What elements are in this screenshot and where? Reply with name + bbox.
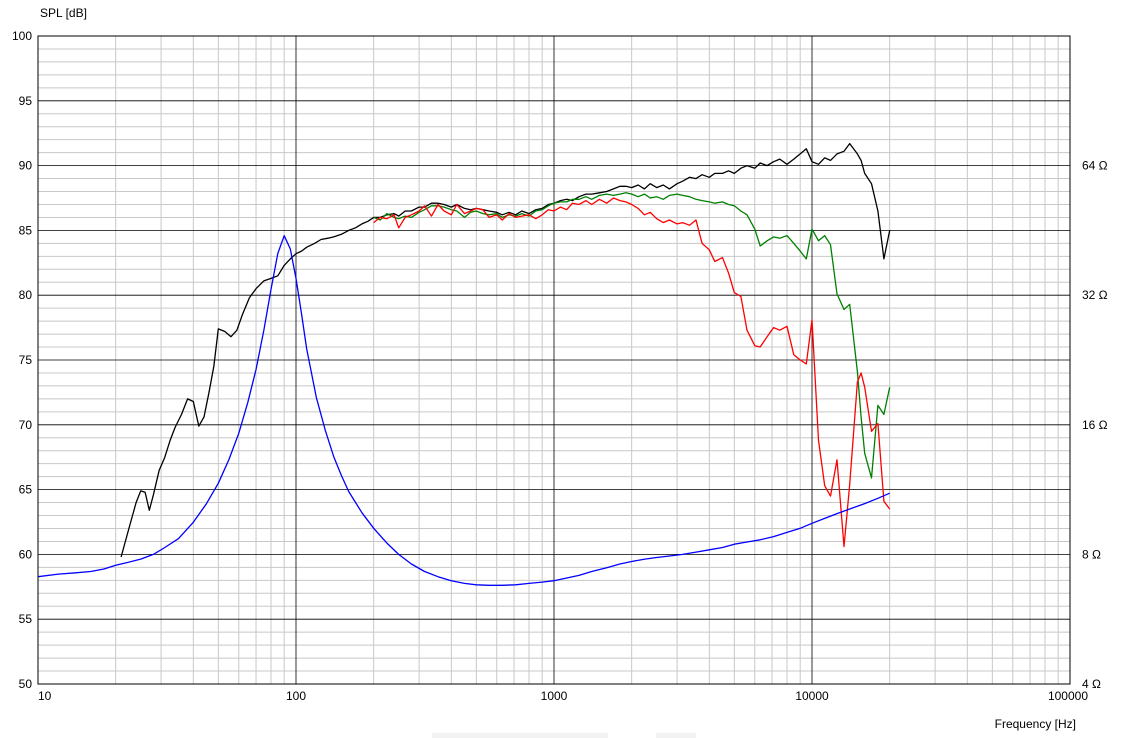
y-tick-label: 60	[19, 547, 33, 561]
y-tick-label: 75	[19, 353, 33, 367]
series-line-4	[37, 235, 890, 586]
impedance-tick-label: 4 Ω	[1082, 677, 1101, 691]
y-tick-label: 100	[12, 29, 32, 43]
plot-frame	[37, 35, 1071, 685]
y-tick-label: 50	[19, 677, 33, 691]
impedance-tick-label: 16 Ω	[1082, 418, 1108, 432]
series-line-2	[373, 192, 891, 479]
y-tick-label: 80	[19, 288, 33, 302]
x-tick-label: 100	[286, 689, 306, 703]
x-tick-label: 1000	[541, 689, 568, 703]
series-line-3	[373, 197, 891, 548]
y-tick-label: 55	[19, 612, 33, 626]
series-layer	[37, 142, 891, 586]
x-axis-title: Frequency [Hz]	[995, 717, 1076, 731]
impedance-tick-labels: 64 Ω 32 Ω 16 Ω 8 Ω 4 Ω	[1082, 159, 1108, 691]
x-tick-label: 10000	[795, 689, 829, 703]
legend-placeholder-left	[432, 733, 608, 738]
y-tick-label: 90	[19, 159, 33, 173]
y-tick-label: 95	[19, 94, 33, 108]
impedance-tick-label: 32 Ω	[1082, 288, 1108, 302]
y-tick-label: 65	[19, 483, 33, 497]
series-line-1	[120, 142, 891, 558]
x-tick-label: 10	[38, 689, 52, 703]
y-axis-title: SPL [dB]	[40, 6, 87, 20]
x-tick-labels: 10 100 1000 10000 100000	[38, 689, 1088, 703]
x-tick-label: 100000	[1048, 689, 1088, 703]
y-tick-labels: 50 55 60 65 70 75 80 85 90 95 100	[12, 29, 32, 691]
impedance-tick-label: 64 Ω	[1082, 159, 1108, 173]
major-gridlines	[37, 35, 1071, 685]
y-tick-label: 85	[19, 223, 33, 237]
impedance-tick-label: 8 Ω	[1082, 547, 1101, 561]
legend-placeholder-right	[656, 733, 696, 738]
y-tick-label: 70	[19, 418, 33, 432]
